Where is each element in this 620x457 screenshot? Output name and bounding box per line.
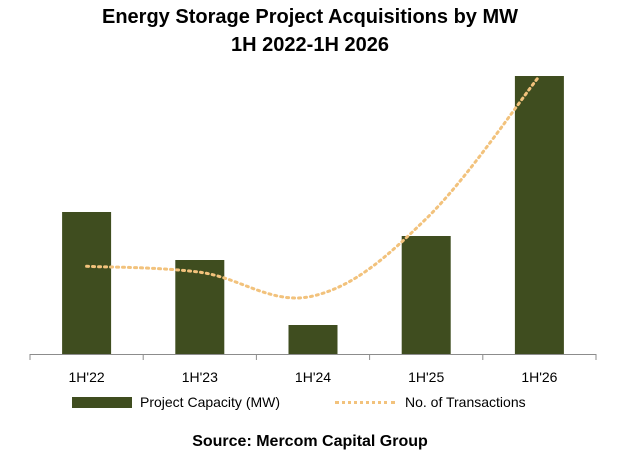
x-tick-label-0: 1H'22 bbox=[69, 369, 105, 385]
bar-4 bbox=[514, 76, 564, 354]
legend-swatch-bar bbox=[72, 396, 132, 408]
chart-title: Energy Storage Project Acquisitions by M… bbox=[102, 6, 518, 28]
x-tick-label-3: 1H'25 bbox=[408, 369, 444, 385]
bar-0 bbox=[62, 212, 112, 354]
bar-1 bbox=[175, 260, 225, 354]
x-tick-label-2: 1H'24 bbox=[295, 369, 331, 385]
chart-subtitle: 1H 2022-1H 2026 bbox=[231, 34, 389, 56]
transactions-line bbox=[85, 74, 541, 300]
chart-plot: 1H'22 1H'23 1H'24 1H'25 1H'26 bbox=[29, 74, 597, 385]
legend-label-transactions: No. of Transactions bbox=[405, 394, 526, 410]
legend-swatch-line bbox=[335, 400, 395, 404]
x-tick-label-4: 1H'26 bbox=[521, 369, 557, 385]
legend-item-transactions: No. of Transactions bbox=[335, 394, 526, 410]
x-tick-label-1: 1H'23 bbox=[182, 369, 218, 385]
legend-item-capacity: Project Capacity (MW) bbox=[72, 394, 280, 410]
source-note: Source: Mercom Capital Group bbox=[192, 433, 428, 450]
legend-label-capacity: Project Capacity (MW) bbox=[140, 394, 281, 410]
bar-2 bbox=[288, 325, 338, 354]
bar-3 bbox=[401, 236, 451, 354]
